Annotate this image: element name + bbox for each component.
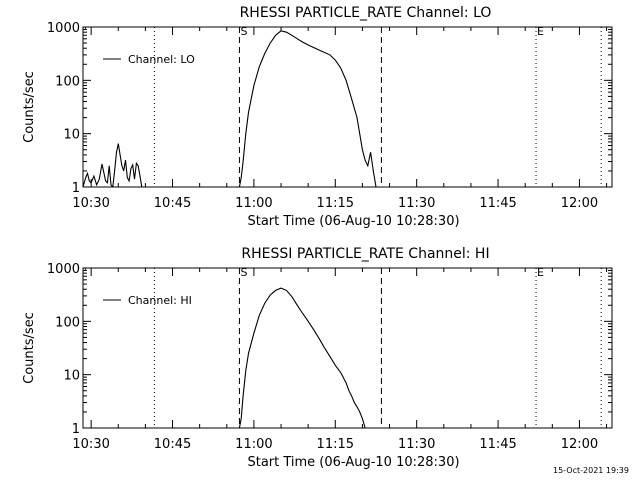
panel-2-x-tick-label: 11:30 [398, 437, 435, 452]
panel-2-legend-label: Channel: HI [128, 294, 192, 307]
panel-1-y-tick-label: 1 [72, 181, 80, 196]
panel-1-x-tick-label: 11:00 [235, 196, 272, 211]
panel-1-title: RHESSI PARTICLE_RATE Channel: LO [240, 5, 492, 21]
panel-1-series-line [238, 30, 377, 187]
panel-1-marker-s: S [240, 25, 247, 38]
panel-1-x-tick-label: 11:15 [317, 196, 354, 211]
panel-2-y-tick-label: 100 [55, 315, 80, 330]
panel-2-x-tick-label: 11:45 [479, 437, 516, 452]
panel-2-y-tick-label: 10 [63, 369, 80, 384]
panel-1-y-axis-label: Counts/sec [22, 71, 37, 143]
panel-1-series-line [83, 143, 143, 187]
panel-1-x-tick-label: 10:30 [72, 196, 109, 211]
panel-2-series-line [238, 287, 366, 428]
panel-2-y-tick-label: 1 [72, 422, 80, 437]
panel-1-y-tick-label: 1000 [47, 21, 80, 36]
panel-1-corner-tick: ' [84, 26, 87, 37]
panel-2-x-tick-label: 10:45 [154, 437, 191, 452]
panel-2-corner-tick: ' [84, 267, 87, 278]
panel-1-plot-frame [82, 26, 613, 188]
panel-2-marker-s: S [240, 266, 247, 279]
panel-2-y-tick-label: 1000 [47, 262, 80, 277]
panel-1-marker-e: E [537, 25, 544, 38]
panel-2-x-tick-label: 11:00 [235, 437, 272, 452]
panel-1-y-tick-label: 100 [55, 74, 80, 89]
panel-1-legend-label: Channel: LO [128, 53, 195, 66]
panel-1-x-tick-label: 12:00 [561, 196, 598, 211]
panel-1-x-tick-label: 11:30 [398, 196, 435, 211]
panel-1-y-tick-label: 10 [63, 128, 80, 143]
panel-1-x-tick-label: 11:45 [479, 196, 516, 211]
panel-1-x-axis-label: Start Time (06-Aug-10 10:28:30) [247, 214, 459, 229]
panel-1-x-tick-label: 10:45 [154, 196, 191, 211]
panel-2-y-axis-label: Counts/sec [22, 312, 37, 384]
panel-2-x-tick-label: 12:00 [561, 437, 598, 452]
panel-2-x-axis-label: Start Time (06-Aug-10 10:28:30) [247, 455, 459, 470]
panel-2-title: RHESSI PARTICLE_RATE Channel: HI [241, 246, 489, 262]
panel-2-plot-frame [82, 267, 613, 429]
panel-2-x-tick-label: 11:15 [317, 437, 354, 452]
panel-2-x-tick-label: 10:30 [72, 437, 109, 452]
footer-timestamp: 15-Oct-2021 19:39 [553, 466, 629, 475]
panel-2-marker-e: E [537, 266, 544, 279]
